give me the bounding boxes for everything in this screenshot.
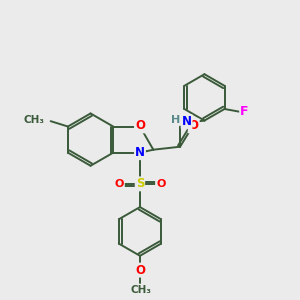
Text: O: O <box>115 179 124 189</box>
Text: O: O <box>189 119 199 132</box>
Text: F: F <box>240 106 249 118</box>
Text: CH₃: CH₃ <box>130 285 151 295</box>
Text: N: N <box>182 115 192 128</box>
Text: O: O <box>135 264 145 277</box>
Text: CH₃: CH₃ <box>23 115 44 125</box>
Text: H: H <box>171 115 180 125</box>
Text: O: O <box>156 179 165 189</box>
Text: N: N <box>135 146 145 159</box>
Text: S: S <box>136 177 144 190</box>
Text: O: O <box>135 119 145 132</box>
